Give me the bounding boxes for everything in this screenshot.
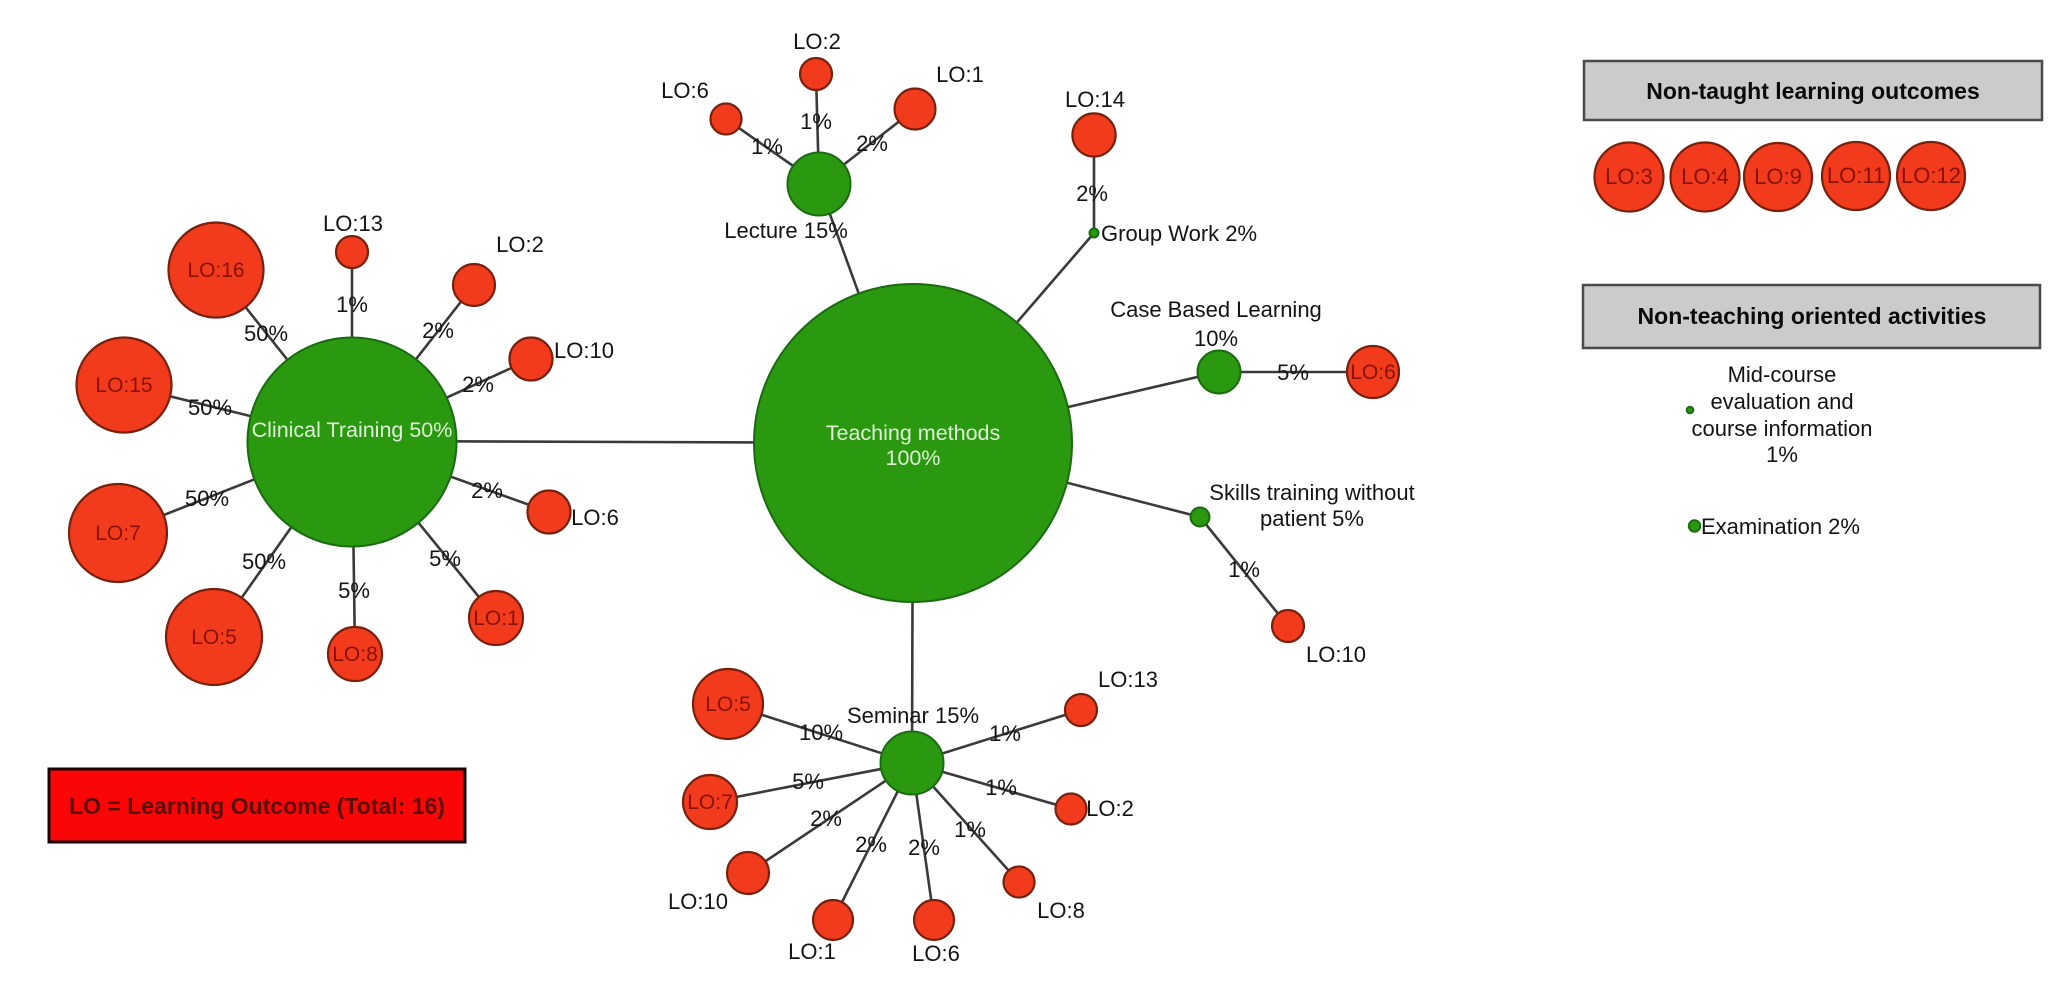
- svg-text:2%: 2%: [810, 806, 842, 831]
- svg-text:100%: 100%: [886, 446, 941, 470]
- svg-text:LO:3: LO:3: [1605, 164, 1653, 189]
- svg-text:LO:6: LO:6: [661, 78, 709, 103]
- svg-text:LO:2: LO:2: [793, 29, 841, 54]
- svg-text:1%: 1%: [989, 721, 1021, 746]
- svg-text:LO:8: LO:8: [332, 643, 378, 666]
- svg-text:Non-teaching oriented activiti: Non-teaching oriented activities: [1638, 303, 1987, 329]
- svg-text:LO:1: LO:1: [473, 607, 519, 630]
- svg-text:LO:15: LO:15: [95, 374, 152, 397]
- svg-text:10%: 10%: [1194, 326, 1238, 351]
- svg-text:LO:16: LO:16: [187, 259, 244, 282]
- svg-text:LO:9: LO:9: [1754, 164, 1802, 189]
- svg-text:LO:14: LO:14: [1065, 87, 1125, 112]
- svg-text:5%: 5%: [429, 546, 461, 571]
- svg-text:Non-taught learning outcomes: Non-taught learning outcomes: [1646, 78, 1980, 104]
- svg-text:LO:8: LO:8: [1037, 898, 1085, 923]
- svg-text:1%: 1%: [1766, 442, 1798, 467]
- svg-text:50%: 50%: [242, 549, 286, 574]
- svg-text:Lecture 15%: Lecture 15%: [724, 218, 848, 243]
- svg-text:5%: 5%: [338, 578, 370, 603]
- svg-text:LO:2: LO:2: [1086, 796, 1134, 821]
- svg-text:5%: 5%: [1277, 360, 1309, 385]
- svg-text:50%: 50%: [244, 321, 288, 346]
- svg-text:evaluation and: evaluation and: [1710, 389, 1853, 414]
- svg-text:2%: 2%: [856, 131, 888, 156]
- svg-text:LO:6: LO:6: [912, 941, 960, 966]
- svg-text:1%: 1%: [954, 817, 986, 842]
- svg-text:1%: 1%: [800, 109, 832, 134]
- svg-text:LO:6: LO:6: [571, 505, 619, 530]
- svg-text:10%: 10%: [799, 720, 843, 745]
- svg-text:LO:10: LO:10: [1306, 642, 1366, 667]
- svg-text:2%: 2%: [471, 478, 503, 503]
- svg-text:LO:13: LO:13: [1098, 667, 1158, 692]
- svg-text:Seminar 15%: Seminar 15%: [847, 703, 979, 728]
- svg-text:50%: 50%: [185, 486, 229, 511]
- svg-text:LO = Learning Outcome (Total:: LO = Learning Outcome (Total: 16): [69, 793, 445, 819]
- svg-text:2%: 2%: [908, 835, 940, 860]
- svg-text:LO:2: LO:2: [496, 232, 544, 257]
- svg-text:course information: course information: [1692, 416, 1873, 441]
- svg-text:Teaching methods: Teaching methods: [826, 421, 1001, 445]
- svg-text:LO:11: LO:11: [1827, 163, 1885, 188]
- svg-text:LO:5: LO:5: [705, 693, 751, 716]
- svg-text:LO:7: LO:7: [687, 791, 733, 814]
- svg-text:2%: 2%: [855, 832, 887, 857]
- svg-text:LO:7: LO:7: [95, 522, 141, 545]
- svg-text:Examination 2%: Examination 2%: [1701, 514, 1860, 539]
- svg-text:LO:6: LO:6: [1350, 361, 1396, 384]
- svg-text:LO:4: LO:4: [1681, 164, 1729, 189]
- svg-text:LO:5: LO:5: [191, 626, 237, 649]
- svg-text:LO:10: LO:10: [554, 338, 614, 363]
- svg-text:2%: 2%: [422, 318, 454, 343]
- svg-text:2%: 2%: [462, 372, 494, 397]
- svg-text:Skills training without: Skills training without: [1209, 480, 1414, 505]
- svg-text:Mid-course: Mid-course: [1728, 362, 1837, 387]
- svg-text:patient 5%: patient 5%: [1260, 506, 1364, 531]
- svg-text:LO:1: LO:1: [788, 939, 836, 964]
- svg-text:2%: 2%: [1076, 181, 1108, 206]
- svg-text:1%: 1%: [336, 292, 368, 317]
- svg-text:LO:12: LO:12: [1901, 163, 1961, 188]
- svg-text:5%: 5%: [792, 769, 824, 794]
- svg-text:1%: 1%: [751, 134, 783, 159]
- svg-text:LO:1: LO:1: [936, 62, 984, 87]
- svg-text:LO:10: LO:10: [668, 889, 728, 914]
- svg-text:1%: 1%: [1228, 557, 1260, 582]
- svg-text:Clinical Training 50%: Clinical Training 50%: [252, 418, 453, 442]
- svg-text:50%: 50%: [188, 395, 232, 420]
- svg-text:LO:13: LO:13: [323, 211, 383, 236]
- svg-text:Group Work 2%: Group Work 2%: [1101, 221, 1257, 246]
- svg-text:1%: 1%: [985, 775, 1017, 800]
- svg-text:Case Based Learning: Case Based Learning: [1110, 297, 1322, 322]
